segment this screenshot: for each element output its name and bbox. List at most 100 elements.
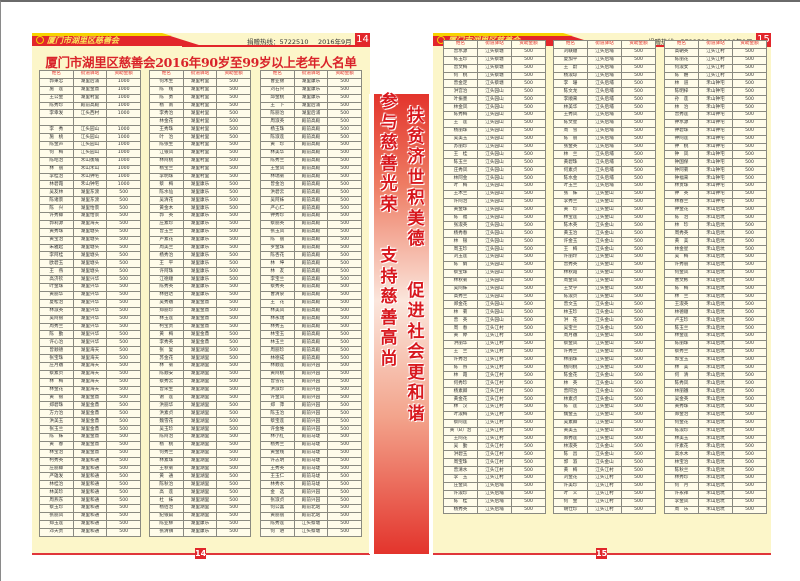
name-cell: 李金凤: [664, 497, 699, 507]
name-cell: 何木生: [149, 77, 184, 87]
table-header-row: 姓名 街道驿站 资助金额: [553, 40, 656, 49]
station-cell: 禾山后坑: [698, 363, 733, 373]
name-cell: 陈张生: [149, 141, 184, 150]
amount-cell: 500: [511, 505, 546, 515]
table-row: 蔡秀云 湖里湖里 500: [149, 377, 251, 387]
amount-cell: 500: [327, 172, 362, 182]
table-row: 许秀治 江头江村 500: [443, 355, 546, 365]
station-cell: 江头江村: [477, 458, 512, 468]
station-cell: 殿前高殿: [293, 283, 329, 292]
table-row: 张清镇 湖里康乐 500: [149, 527, 251, 537]
name-cell: 林金星: [664, 245, 699, 255]
station-cell: 江头西村: [72, 109, 108, 119]
header-station: 街道驿站: [698, 40, 733, 49]
station-cell: 江头后埔: [587, 47, 622, 57]
amount-cell: 500: [106, 503, 141, 513]
name-cell: 庄金凤: [443, 481, 478, 491]
amount-cell: 500: [511, 111, 546, 120]
name-cell: 何淑女: [664, 63, 699, 73]
amount-cell: 500: [621, 245, 656, 255]
header-station: 街道驿站: [293, 70, 329, 79]
station-cell: 湖里湖里: [182, 354, 218, 363]
table-row: 何金凤 禾山后坑 500: [664, 268, 767, 278]
table-row: 欧碧玉 湖里塘头 500: [39, 259, 141, 269]
table-row: 曹亚锦 湖里康乐 500: [260, 77, 362, 87]
amount-cell: 500: [216, 322, 251, 332]
name-cell: 林 英: [553, 379, 588, 389]
station-cell: 禾山钟宅: [698, 118, 733, 128]
name-cell: 林德顺: [664, 308, 699, 318]
table-row: 郭 英湖里康乐 500: [149, 212, 251, 221]
table-row: 陈诸景 湖里东渡 500: [39, 196, 141, 206]
station-cell: 江头后埔: [587, 118, 622, 128]
name-cell: 周月娥: [553, 331, 588, 341]
amount-cell: 500: [106, 377, 141, 387]
name-cell: 吴素卿: [553, 418, 588, 428]
station-cell: 湖里东渡: [72, 188, 108, 198]
name-cell: 陈秀珍: [39, 101, 74, 111]
name-cell: 黄 珍: [553, 205, 588, 215]
station-cell: 禾山后坑: [698, 497, 733, 507]
amount-cell: 500: [732, 450, 767, 460]
table-row: 林金星 禾山后坑 500: [664, 245, 767, 255]
station-cell: 殿前高殿: [293, 196, 329, 206]
name-cell: 钟阿莲: [664, 134, 699, 144]
amount-cell: 500: [216, 196, 251, 206]
table-row: 苏金花 湖里湖里 500: [149, 354, 251, 363]
station-cell: 江头江村: [477, 418, 512, 428]
name-cell: 陈水仙: [149, 188, 184, 198]
table-row: 叶 治湖里村里 500: [149, 133, 251, 143]
amount-cell: 500: [327, 369, 362, 379]
name-cell: 陈秀兰: [260, 156, 295, 166]
station-cell: 湖里村里: [182, 77, 218, 87]
station-cell: 殿前兴园: [293, 361, 329, 371]
station-cell: 禾山禾山: [72, 164, 108, 174]
amount-cell: 500: [732, 111, 767, 120]
amount-cell: 500: [327, 196, 362, 206]
table-row: 林小红 殿前马垅 500: [260, 432, 362, 442]
amount-cell: 500: [511, 221, 546, 231]
amount-cell: 500: [106, 251, 141, 261]
name-cell: 叶金珠: [39, 283, 74, 292]
table-row: 许志明 殿前马垅 500: [260, 456, 362, 466]
amount-cell: 500: [511, 395, 546, 404]
station-cell: 禾山后坑: [698, 339, 733, 349]
station-cell: 禾山后坑: [698, 466, 733, 475]
amount-cell: 500: [621, 111, 656, 120]
amount-cell: 500: [327, 212, 362, 221]
table-row: 钟 桃禾山钟宅 500: [664, 142, 767, 152]
name-cell: 林丽珠: [553, 355, 588, 365]
station-cell: 湖里金鼎: [182, 298, 218, 308]
table-row: 林美玉 禾山后坑 500: [664, 434, 767, 444]
station-cell: 江头后埔: [587, 166, 622, 176]
amount-cell: 500: [106, 361, 141, 371]
name-cell: 张淑英: [443, 221, 478, 231]
station-cell: 殿前兴园: [293, 488, 329, 498]
header-amount: 资助金额: [621, 40, 656, 49]
amount-cell: 500: [216, 417, 251, 427]
amount-cell: 500: [732, 363, 767, 373]
amount-cell: 1000: [106, 148, 141, 158]
name-cell: 曾秀英: [553, 260, 588, 270]
table-row: 许心治 湖里兴华 500: [39, 338, 141, 348]
name-cell: 黄丽华: [39, 290, 74, 300]
station-cell: 湖里康乐: [182, 275, 218, 285]
table-row: 洪丽华 湖里湖里 500: [149, 401, 251, 411]
table-row: 李明珠 湖里村里 500: [149, 172, 251, 182]
station-cell: 殿前高殿: [293, 306, 329, 316]
table-row: 王玉仁 殿前马垅 500: [260, 472, 362, 482]
station-cell: 禾山后坑: [698, 237, 733, 247]
table-row: 王秀凤 江头后埔 500: [553, 111, 656, 120]
name-cell: 李幸发: [39, 109, 74, 119]
amount-cell: 500: [621, 71, 656, 81]
station-cell: 江头金山: [587, 410, 622, 420]
name-cell: 胡仕珍: [553, 505, 588, 515]
station-cell: 湖里湖里: [182, 448, 218, 458]
name-cell: 陈 兴: [39, 204, 74, 214]
amount-cell: 500: [621, 497, 656, 507]
name-cell: 杨佰治: [149, 503, 184, 513]
station-cell: 殿前高殿: [293, 141, 329, 150]
table-row: 何 梅江头园山 1000: [39, 148, 141, 158]
station-cell: 禾山钟宅: [698, 79, 733, 89]
station-cell: 江头园山: [477, 134, 512, 144]
